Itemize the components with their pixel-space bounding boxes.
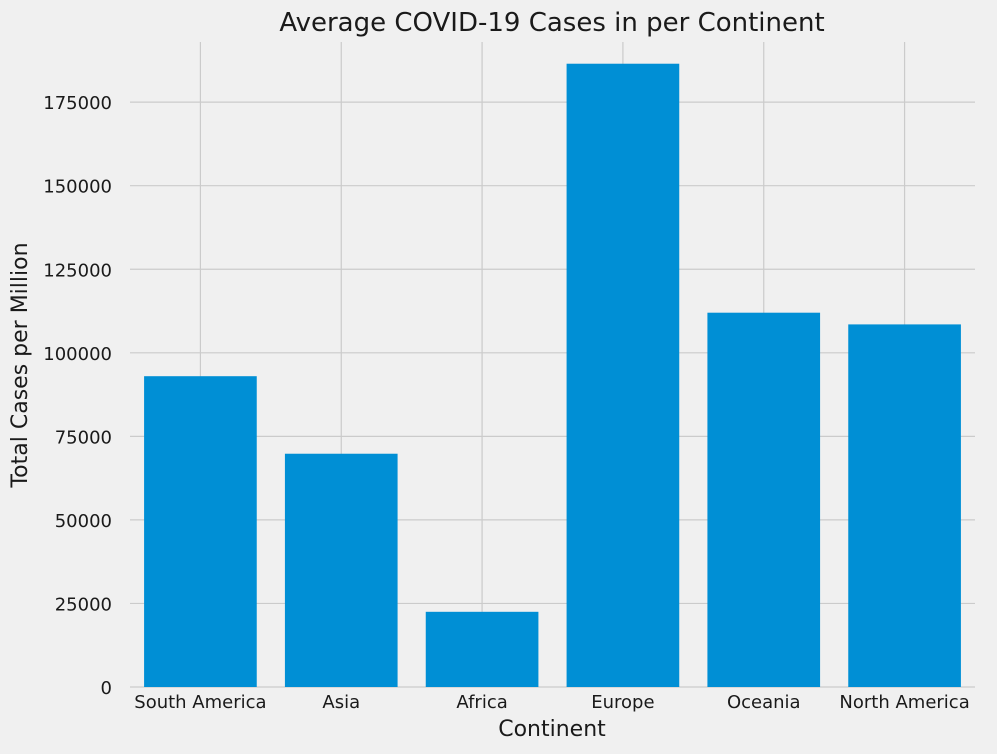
bar-layer: [144, 63, 961, 688]
x-tick-label: North America: [839, 692, 969, 713]
y-tick-label: 125000: [43, 260, 112, 281]
bar-africa: [425, 611, 539, 687]
tick-layer: 0 25000 50000 75000 100000 125000 150000 175000…: [43, 93, 969, 713]
y-tick-label: 175000: [43, 93, 112, 114]
y-tick-label: 0: [101, 678, 112, 699]
x-tick-label: South America: [134, 692, 266, 713]
x-axis-label: Continent: [498, 717, 606, 742]
y-tick-label: 75000: [55, 427, 112, 448]
y-tick-label: 50000: [55, 511, 112, 532]
y-tick-label: 100000: [43, 344, 112, 365]
x-tick-label: Oceania: [727, 692, 801, 713]
y-tick-label: 25000: [55, 594, 112, 615]
x-tick-label: Asia: [322, 692, 360, 713]
bar-south-america: [144, 376, 257, 687]
bar-north-america: [848, 324, 961, 687]
x-tick-label: Europe: [591, 692, 654, 713]
y-tick-label: 150000: [43, 177, 112, 198]
x-tick-label: Africa: [456, 692, 507, 713]
bar-asia: [284, 453, 398, 687]
bar-europe: [566, 63, 680, 688]
y-axis-label: Total Cases per Million: [8, 242, 33, 488]
chart-title: Average COVID-19 Cases in per Continent: [279, 8, 824, 38]
bar-oceania: [707, 312, 821, 687]
